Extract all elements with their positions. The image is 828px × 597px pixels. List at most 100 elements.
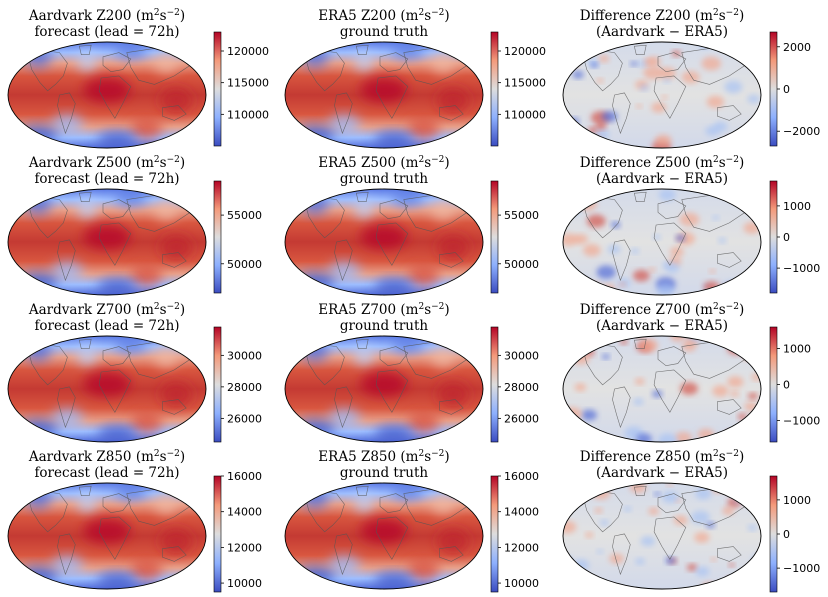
colorbar-tick-label: −1000	[783, 414, 820, 427]
colorbar-tick-label: 120000	[227, 45, 269, 58]
panel-z500-forecast: Aardvark Z500 (m2s−2)forecast (lead = 72…	[7, 155, 262, 296]
panel-title: ERA5 Z850 (m2s−2)	[318, 449, 449, 465]
colorbar-tick-label: 120000	[504, 45, 546, 58]
panel-title: Difference Z200 (m2s−2)	[580, 8, 744, 24]
map-field	[8, 189, 206, 295]
colorbar	[769, 180, 778, 294]
colorbar	[213, 180, 222, 294]
panel-subtitle: forecast (lead = 72h)	[34, 318, 179, 334]
colorbar	[213, 31, 222, 147]
panel-subtitle: (Aardvark − ERA5)	[596, 465, 728, 481]
panel-title: ERA5 Z200 (m2s−2)	[318, 8, 449, 24]
colorbar	[490, 180, 499, 294]
panel-z200-difference: Difference Z200 (m2s−2)(Aardvark − ERA5)…	[562, 8, 820, 149]
map-field	[285, 42, 483, 148]
panel-subtitle: ground truth	[340, 465, 429, 481]
map-field	[8, 42, 206, 148]
panel-z700-truth: ERA5 Z700 (m2s−2)ground truth 26000 28000 3…	[284, 302, 539, 443]
panel-z700-forecast: Aardvark Z700 (m2s−2)forecast (lead = 72…	[7, 302, 262, 443]
panel-title: Aardvark Z500 (m2s−2)	[28, 155, 185, 171]
map-field	[285, 336, 483, 442]
colorbar	[213, 326, 222, 443]
panel-title: Difference Z850 (m2s−2)	[580, 449, 744, 465]
map-outline	[284, 335, 484, 443]
colorbar-tick-label: 2000	[783, 41, 811, 54]
colorbar-tick-label: −1000	[783, 262, 820, 275]
colorbar-tick-label: 115000	[504, 77, 546, 90]
colorbar-tick-label: 55000	[227, 209, 262, 222]
panel-title: Aardvark Z850 (m2s−2)	[28, 449, 185, 465]
panel-subtitle: forecast (lead = 72h)	[34, 24, 179, 40]
colorbar-tick-label: 0	[783, 379, 790, 392]
map-outline	[7, 41, 207, 149]
panel-z700-difference: Difference Z700 (m2s−2)(Aardvark − ERA5)…	[562, 302, 820, 443]
panel-title: ERA5 Z700 (m2s−2)	[318, 302, 449, 318]
panel-subtitle: ground truth	[340, 171, 429, 187]
map-field	[8, 483, 206, 589]
colorbar	[213, 475, 222, 593]
map-field	[563, 336, 761, 442]
colorbar-tick-label: 0	[783, 231, 790, 244]
panel-z500-truth: ERA5 Z500 (m2s−2)ground truth 50000 55000	[284, 155, 539, 296]
colorbar-tick-label: 10000	[504, 577, 539, 590]
map-outline	[562, 188, 762, 296]
map-outline	[562, 335, 762, 443]
panel-z500-difference: Difference Z500 (m2s−2)(Aardvark − ERA5)…	[562, 155, 820, 296]
panel-subtitle: (Aardvark − ERA5)	[596, 171, 728, 187]
map-field	[285, 483, 483, 589]
panel-z850-forecast: Aardvark Z850 (m2s−2)forecast (lead = 72…	[7, 449, 262, 593]
colorbar-tick-label: 50000	[504, 258, 539, 271]
map-outline	[562, 41, 762, 149]
colorbar-tick-label: 50000	[227, 258, 262, 271]
panel-z200-forecast: Aardvark Z200 (m2s−2)forecast (lead = 72…	[7, 8, 269, 149]
colorbar-tick-label: 30000	[227, 349, 262, 362]
colorbar-tick-label: 12000	[227, 541, 262, 554]
panel-z850-difference: Difference Z850 (m2s−2)(Aardvark − ERA5)…	[562, 449, 820, 593]
map-field	[563, 483, 761, 589]
colorbar-tick-label: 1000	[783, 343, 811, 356]
panel-title: Aardvark Z700 (m2s−2)	[28, 302, 185, 318]
map-outline	[7, 335, 207, 443]
colorbar	[490, 31, 499, 147]
colorbar-tick-label: 14000	[504, 506, 539, 519]
colorbar	[769, 31, 778, 147]
map-outline	[284, 482, 484, 590]
map-field	[563, 42, 761, 148]
panel-title: Difference Z500 (m2s−2)	[580, 155, 744, 171]
colorbar-tick-label: 26000	[227, 412, 262, 425]
panel-subtitle: (Aardvark − ERA5)	[596, 318, 728, 334]
colorbar-tick-label: 16000	[504, 470, 539, 483]
map-outline	[284, 188, 484, 296]
colorbar-tick-label: 110000	[504, 108, 546, 121]
panel-title: Difference Z700 (m2s−2)	[580, 302, 744, 318]
colorbar-tick-label: 16000	[227, 470, 262, 483]
map-outline	[562, 482, 762, 590]
colorbar-tick-label: 28000	[227, 381, 262, 394]
panel-subtitle: (Aardvark − ERA5)	[596, 24, 728, 40]
colorbar-tick-label: 0	[783, 528, 790, 541]
map-outline	[7, 482, 207, 590]
colorbar	[490, 326, 499, 443]
colorbar-tick-label: 14000	[227, 506, 262, 519]
panel-title: Aardvark Z200 (m2s−2)	[28, 8, 185, 24]
panel-subtitle: forecast (lead = 72h)	[34, 171, 179, 187]
colorbar-tick-label: 1000	[783, 200, 811, 213]
panel-subtitle: ground truth	[340, 24, 429, 40]
colorbar-tick-label: 110000	[227, 108, 269, 121]
colorbar	[769, 475, 778, 593]
colorbar-tick-label: 30000	[504, 349, 539, 362]
colorbar-tick-label: 115000	[227, 77, 269, 90]
map-field	[285, 189, 483, 295]
colorbar-tick-label: 0	[783, 83, 790, 96]
colorbar-tick-label: 26000	[504, 412, 539, 425]
panel-title: ERA5 Z500 (m2s−2)	[318, 155, 449, 171]
panel-z200-truth: ERA5 Z200 (m2s−2)ground truth 110000 11500…	[284, 8, 546, 149]
map-outline	[284, 41, 484, 149]
colorbar-tick-label: 28000	[504, 381, 539, 394]
colorbar-tick-label: 55000	[504, 209, 539, 222]
map-outline	[7, 188, 207, 296]
colorbar	[490, 475, 499, 593]
colorbar-tick-label: 10000	[227, 577, 262, 590]
colorbar-tick-label: 1000	[783, 494, 811, 507]
